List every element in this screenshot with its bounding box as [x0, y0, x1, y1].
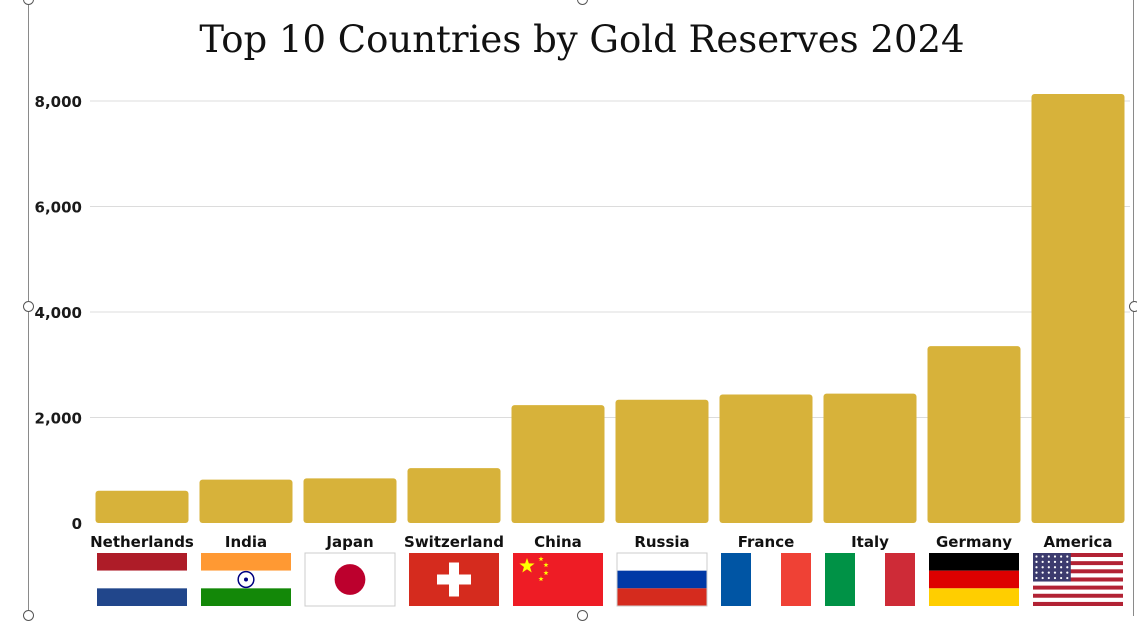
germany-flag	[929, 553, 1019, 606]
france-flag	[721, 553, 811, 606]
bar	[95, 490, 189, 523]
switzerland-flag	[409, 553, 499, 606]
italy-flag	[825, 553, 915, 606]
bar	[303, 478, 397, 523]
usa-flag	[1033, 553, 1123, 606]
x-category-label: India	[225, 533, 267, 551]
x-category-label: America	[1044, 533, 1113, 551]
russia-flag	[616, 552, 708, 607]
resize-handle-left[interactable]	[23, 301, 34, 312]
x-category-label: Germany	[936, 533, 1012, 551]
bar	[1031, 93, 1125, 523]
bar	[823, 393, 917, 523]
y-tick-label: 4,000	[35, 304, 82, 322]
x-category-label: Japan	[325, 533, 373, 551]
resize-handle-right[interactable]	[1129, 301, 1137, 312]
japan-flag	[304, 552, 396, 607]
y-tick-label: 2,000	[35, 410, 82, 428]
bar	[615, 399, 709, 523]
bar	[719, 394, 813, 523]
x-category-label: China	[534, 533, 582, 551]
bar	[199, 479, 293, 523]
y-tick-label: 8,000	[35, 93, 82, 111]
y-tick-label: 0	[72, 515, 82, 533]
bar	[511, 405, 605, 523]
x-category-label: Netherlands	[90, 533, 194, 551]
bar	[407, 468, 501, 523]
china-flag	[513, 553, 603, 606]
y-tick-label: 6,000	[35, 199, 82, 217]
netherlands-flag	[97, 553, 187, 606]
india-flag	[201, 553, 291, 606]
x-category-label: France	[738, 533, 795, 551]
x-category-label: Russia	[634, 533, 689, 551]
chart-title: Top 10 Countries by Gold Reserves 2024	[199, 18, 965, 61]
bar	[927, 346, 1021, 523]
x-category-label: Italy	[851, 533, 889, 551]
x-category-label: Switzerland	[404, 533, 504, 551]
